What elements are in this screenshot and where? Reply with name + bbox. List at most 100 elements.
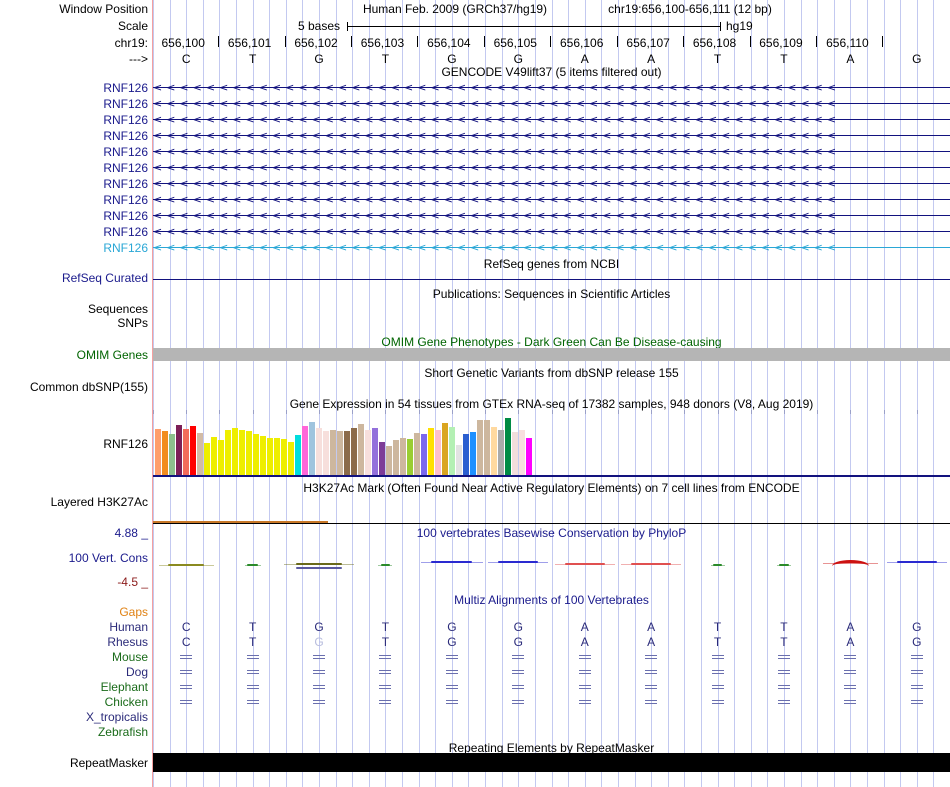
h3k27ac-label[interactable]: Layered H3K27Ac <box>50 495 148 509</box>
gtex-tissue-bar[interactable] <box>246 431 252 475</box>
gtex-tissue-bar[interactable] <box>505 418 511 475</box>
multiz-species-label[interactable]: Mouse <box>111 650 148 664</box>
gtex-tissue-bar[interactable] <box>456 445 462 475</box>
repeatmasker-bar[interactable] <box>153 753 950 772</box>
dbsnp-label[interactable]: Common dbSNP(155) <box>29 380 148 394</box>
gtex-tissue-bar[interactable] <box>393 440 399 475</box>
gtex-tissue-bar[interactable] <box>323 431 329 475</box>
gtex-label[interactable]: RNF126 <box>103 437 148 451</box>
multiz-species-label[interactable]: Human <box>109 620 148 634</box>
gtex-tissue-bar[interactable] <box>351 428 357 475</box>
multiz-species-label[interactable]: X_tropicalis <box>85 710 148 724</box>
multiz-species-label[interactable]: Chicken <box>104 695 148 709</box>
gencode-transcript-row[interactable]: < < < < < < < < < < < < < < < < < < < < … <box>153 209 950 222</box>
gencode-gene-label[interactable]: RNF126 <box>103 209 148 223</box>
gtex-tissue-bar[interactable] <box>386 446 392 475</box>
multiz-gaps-label[interactable]: Gaps <box>119 605 148 619</box>
gencode-transcript-row[interactable]: < < < < < < < < < < < < < < < < < < < < … <box>153 161 950 174</box>
snps-label[interactable]: SNPs <box>117 316 148 330</box>
gtex-tissue-bar[interactable] <box>330 430 336 475</box>
gtex-tissue-bar[interactable] <box>449 427 455 475</box>
gtex-tissue-bar[interactable] <box>155 429 161 475</box>
gencode-transcript-row[interactable]: < < < < < < < < < < < < < < < < < < < < … <box>153 177 950 190</box>
gencode-gene-label[interactable]: RNF126 <box>103 97 148 111</box>
gencode-transcript-row[interactable]: < < < < < < < < < < < < < < < < < < < < … <box>153 225 950 238</box>
gtex-tissue-bar[interactable] <box>183 429 189 475</box>
multiz-species-label[interactable]: Rhesus <box>107 635 148 649</box>
gtex-tissue-bar[interactable] <box>239 430 245 475</box>
gencode-gene-label[interactable]: RNF126 <box>103 177 148 191</box>
gencode-gene-label[interactable]: RNF126 <box>103 161 148 175</box>
gtex-tissue-bar[interactable] <box>365 430 371 475</box>
gencode-transcript-row[interactable]: < < < < < < < < < < < < < < < < < < < < … <box>153 97 950 110</box>
omim-gene-bar[interactable] <box>153 348 950 361</box>
gtex-tissue-bar[interactable] <box>344 431 350 475</box>
gtex-tissue-bar[interactable] <box>526 438 532 475</box>
gtex-tissue-bar[interactable] <box>358 424 364 475</box>
gtex-tissue-bar[interactable] <box>337 431 343 475</box>
gtex-tissue-bar[interactable] <box>225 430 231 475</box>
gencode-transcript-row[interactable]: < < < < < < < < < < < < < < < < < < < < … <box>153 113 950 126</box>
gencode-gene-label[interactable]: RNF126 <box>103 113 148 127</box>
conservation-label[interactable]: 100 Vert. Cons <box>68 551 148 565</box>
gtex-tissue-bar[interactable] <box>267 438 273 475</box>
conservation-bar <box>631 563 672 565</box>
gtex-tissue-bar[interactable] <box>421 434 427 475</box>
gtex-tissue-bar[interactable] <box>302 426 308 475</box>
gencode-transcript-row[interactable]: < < < < < < < < < < < < < < < < < < < < … <box>153 145 950 158</box>
gencode-transcript-row[interactable]: < < < < < < < < < < < < < < < < < < < < … <box>153 129 950 142</box>
gtex-tissue-bar[interactable] <box>414 433 420 475</box>
gencode-gene-label[interactable]: RNF126 <box>103 225 148 239</box>
gtex-tissue-bar[interactable] <box>218 440 224 475</box>
gtex-tissue-bar[interactable] <box>232 428 238 475</box>
gtex-tissue-bar[interactable] <box>288 442 294 475</box>
gtex-tissue-bar[interactable] <box>169 434 175 475</box>
gencode-gene-label[interactable]: RNF126 <box>103 193 148 207</box>
gtex-tissue-bar[interactable] <box>197 433 203 475</box>
multiz-species-label[interactable]: Elephant <box>100 680 148 694</box>
gtex-tissue-bar[interactable] <box>477 420 483 475</box>
gtex-tissue-bar[interactable] <box>442 423 448 475</box>
conservation-bar <box>779 564 789 566</box>
gencode-transcript-row[interactable]: < < < < < < < < < < < < < < < < < < < < … <box>153 193 950 206</box>
gencode-gene-label[interactable]: RNF126 <box>103 145 148 159</box>
publications-label[interactable]: Sequences <box>87 302 148 316</box>
gencode-transcript-row[interactable]: < < < < < < < < < < < < < < < < < < < < … <box>153 241 950 254</box>
gtex-tissue-bar[interactable] <box>316 428 322 475</box>
gencode-gene-label[interactable]: RNF126 <box>103 81 148 95</box>
phylop-conservation-plot[interactable] <box>153 540 950 582</box>
gtex-tissue-bar[interactable] <box>309 422 315 475</box>
gtex-tissue-bar[interactable] <box>519 430 525 475</box>
gtex-tissue-bar[interactable] <box>260 436 266 475</box>
multiz-species-label[interactable]: Zebrafish <box>97 725 148 739</box>
gencode-transcript-row[interactable]: < < < < < < < < < < < < < < < < < < < < … <box>153 81 950 94</box>
gtex-tissue-bar[interactable] <box>253 434 259 475</box>
gtex-tissue-bar[interactable] <box>274 438 280 475</box>
gencode-gene-label[interactable]: RNF126 <box>103 129 148 143</box>
gencode-gene-label[interactable]: RNF126 <box>103 241 148 255</box>
gtex-tissue-bar[interactable] <box>190 426 196 475</box>
gtex-expression-barchart[interactable] <box>155 415 535 475</box>
refseq-label[interactable]: RefSeq Curated <box>61 271 148 285</box>
multiz-species-label[interactable]: Dog <box>125 665 148 679</box>
gtex-tissue-bar[interactable] <box>204 443 210 475</box>
gtex-tissue-bar[interactable] <box>428 428 434 475</box>
gtex-tissue-bar[interactable] <box>484 420 490 475</box>
gtex-tissue-bar[interactable] <box>512 432 518 475</box>
gtex-tissue-bar[interactable] <box>211 437 217 475</box>
gtex-tissue-bar[interactable] <box>407 439 413 475</box>
gtex-tissue-bar[interactable] <box>400 438 406 475</box>
gtex-tissue-bar[interactable] <box>379 442 385 475</box>
omim-label[interactable]: OMIM Genes <box>76 348 148 362</box>
gtex-tissue-bar[interactable] <box>498 430 504 475</box>
gtex-tissue-bar[interactable] <box>295 435 301 475</box>
gtex-tissue-bar[interactable] <box>435 430 441 475</box>
repeatmasker-label[interactable]: RepeatMasker <box>69 756 148 770</box>
gtex-tissue-bar[interactable] <box>281 439 287 475</box>
gtex-tissue-bar[interactable] <box>372 428 378 475</box>
gtex-tissue-bar[interactable] <box>176 425 182 475</box>
gtex-tissue-bar[interactable] <box>463 434 469 475</box>
gtex-tissue-bar[interactable] <box>491 427 497 475</box>
gtex-tissue-bar[interactable] <box>162 431 168 475</box>
gtex-tissue-bar[interactable] <box>470 432 476 475</box>
